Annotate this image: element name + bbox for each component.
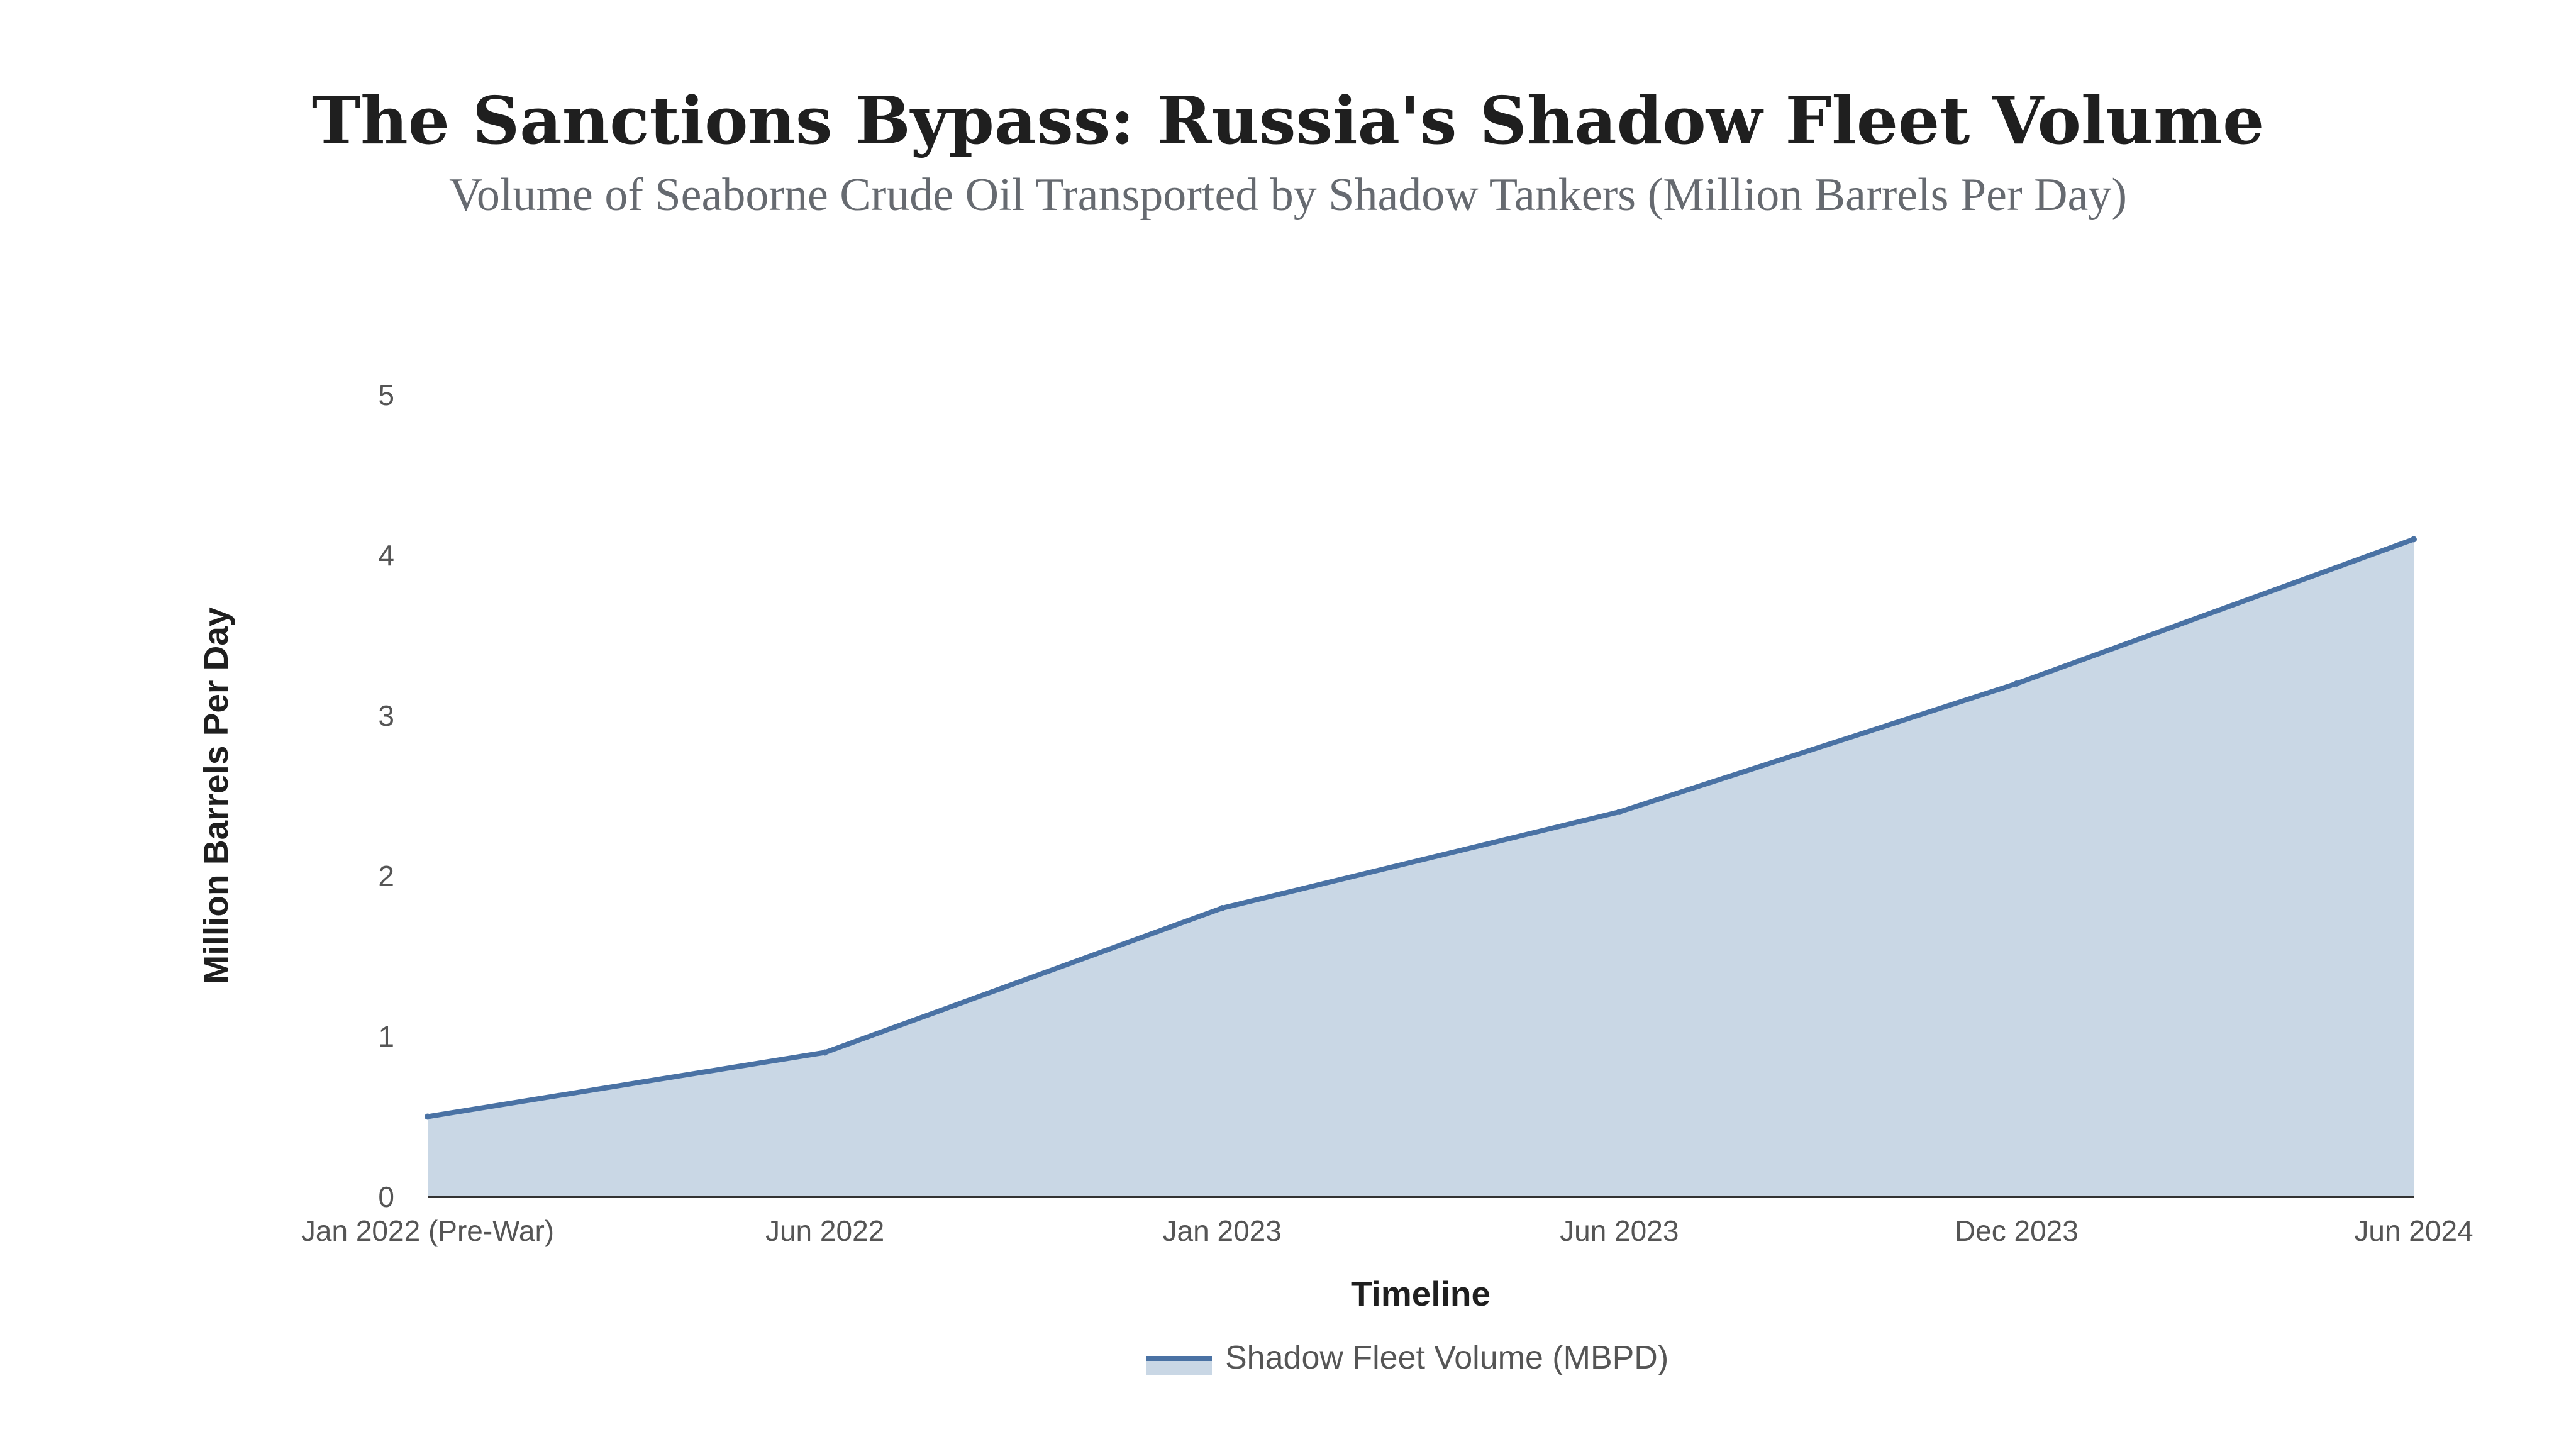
y-tick-label: 2 xyxy=(378,860,394,892)
x-tick-label: Dec 2023 xyxy=(1955,1214,2079,1247)
legend-label: Shadow Fleet Volume (MBPD) xyxy=(1225,1340,1668,1376)
x-tick-label: Jun 2023 xyxy=(1560,1214,1679,1247)
x-tick-label: Jan 2022 (Pre-War) xyxy=(301,1214,554,1247)
data-point[interactable] xyxy=(1616,809,1623,815)
legend[interactable]: Shadow Fleet Volume (MBPD) xyxy=(1146,1340,1668,1376)
data-point[interactable] xyxy=(1219,905,1226,911)
data-point[interactable] xyxy=(821,1049,828,1056)
data-point[interactable] xyxy=(2013,680,2020,687)
data-point[interactable] xyxy=(425,1113,431,1120)
data-point[interactable] xyxy=(2411,536,2417,543)
y-tick-label: 4 xyxy=(378,539,394,572)
x-axis-title: Timeline xyxy=(1351,1274,1491,1313)
y-axis-title: Million Barrels Per Day xyxy=(196,607,235,984)
y-tick-label: 0 xyxy=(378,1180,394,1213)
y-tick-label: 5 xyxy=(378,379,394,411)
x-tick-label: Jan 2023 xyxy=(1163,1214,1282,1247)
series-line xyxy=(427,536,2415,1119)
x-axis-ticks: Jan 2022 (Pre-War) Jun 2022 Jan 2023 Jun 20… xyxy=(301,1214,2473,1247)
chart-title: The Sanctions Bypass: Russia's Shadow Fl… xyxy=(311,82,2265,159)
chart-subtitle: Volume of Seaborne Crude Oil Transported… xyxy=(448,169,2128,221)
area-fill xyxy=(428,539,2414,1197)
y-tick-label: 3 xyxy=(378,699,394,732)
x-tick-label: Jun 2024 xyxy=(2354,1214,2473,1247)
x-tick-label: Jun 2022 xyxy=(765,1214,884,1247)
y-tick-label: 1 xyxy=(378,1020,394,1053)
plot-area xyxy=(425,536,2417,1197)
y-axis-ticks: 0 1 2 3 4 5 xyxy=(378,379,394,1213)
